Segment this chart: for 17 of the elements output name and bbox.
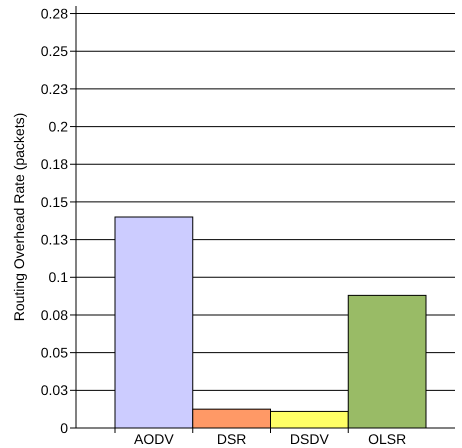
- y-axis-title: Routing Overhead Rate (packets): [11, 112, 27, 322]
- y-tick-label: 0.08: [40, 306, 68, 323]
- y-tick-label: 0.25: [40, 43, 68, 60]
- x-tick-label: DSR: [216, 431, 246, 447]
- y-tick-label: 0.1: [48, 269, 68, 286]
- y-tick-label: 0.18: [40, 156, 68, 172]
- x-tick-label: OLSR: [368, 431, 406, 447]
- x-tick-label: DSDV: [290, 431, 330, 447]
- y-tick-label: 0.2: [48, 118, 68, 134]
- y-tick-label: 0.15: [40, 194, 68, 210]
- y-tick-label: 0.23: [40, 80, 68, 97]
- y-tick-label: 0.28: [40, 5, 68, 22]
- y-tick-label: 0.03: [40, 382, 68, 398]
- y-tick-label: 0: [60, 420, 68, 436]
- y-tick-label: 0.13: [40, 232, 68, 248]
- y-tick-label: 0.05: [40, 344, 68, 361]
- x-tick-label: AODV: [134, 431, 174, 447]
